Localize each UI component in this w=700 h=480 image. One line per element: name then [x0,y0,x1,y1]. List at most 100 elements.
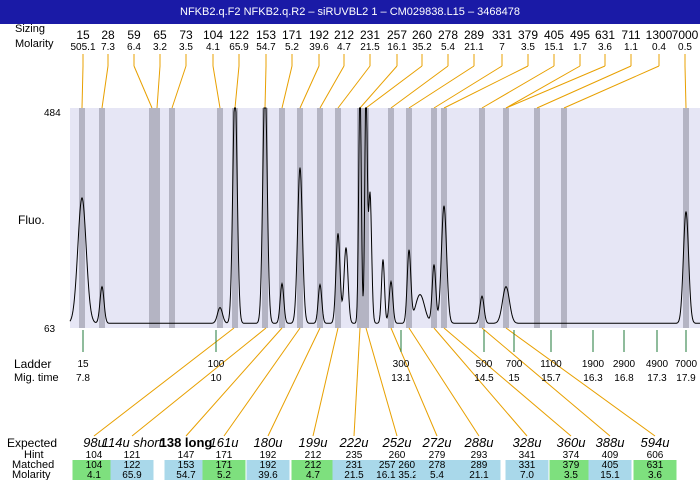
expected-connector [131,327,267,437]
fluo-axis-label: Fluo. [18,213,45,227]
peak-size-label: 65 [153,28,167,42]
peak-band [149,108,155,328]
ladder-size-label: 15 [77,359,89,370]
ladder-size-label: 700 [506,359,523,370]
peak-size-label: 212 [334,28,354,42]
peak-size-label: 122 [229,28,249,42]
expected-connector [433,327,528,437]
expected-connector [390,327,438,437]
peak-molarity-label: 7 [499,42,505,53]
ladder-mig-time-label: 14.5 [474,373,494,384]
matched-cell [415,460,459,480]
peak-molarity-label: 0.4 [652,42,666,53]
matched-label: Matched [12,459,54,471]
matched-cell [549,460,593,480]
ladder-size-label: 7000 [675,359,698,370]
matched-molarity-value: 3.5 [564,470,578,480]
expected-connector [93,327,235,437]
peak-size-label: 260 [412,28,432,42]
ladder-size-label: 1100 [540,359,562,370]
expected-label: 98u [83,435,105,450]
peak-band [406,108,412,328]
peak-connector [536,65,632,109]
peak-connector [505,65,581,109]
peak-size-label: 73 [179,28,193,42]
expected-label: 594u [641,435,670,450]
hint-value: 121 [124,450,141,461]
ladder-size-label: 1900 [582,359,605,370]
peak-band [169,108,175,328]
ladder-mig-time-label: 17.9 [676,373,696,384]
peak-molarity-label: 3.5 [521,42,535,53]
peak-band [335,108,341,328]
peak-connector [359,65,398,109]
peak-size-label: 631 [595,28,615,42]
matched-molarity-value: 4.7 [306,470,320,480]
matched-cell [246,460,290,480]
fluorescence-trace [69,107,700,324]
hint-label: Hint [24,449,44,461]
peak-size-label: 59 [127,28,141,42]
expected-label: 114u short [102,435,164,450]
peak-size-label: 495 [570,28,590,42]
matched-value: 289 [471,460,488,471]
peak-band [297,108,303,328]
expected-connector [505,327,656,437]
peak-molarity-label: 6.4 [127,42,141,53]
expected-label: 388u [596,435,625,450]
peak-band [279,108,285,328]
expected-label: Expected [7,436,57,450]
peak-size-label: 104 [203,28,223,42]
peak-molarity-label: 65.9 [229,42,249,53]
matched-molarity-value: 3.6 [648,470,662,480]
peak-connector [319,65,345,109]
peak-connector [133,65,153,109]
peak-connector [481,65,555,109]
peak-connector [281,65,293,109]
matched-value: 379 [563,460,580,471]
matched-molarity-value: 7.0 [520,470,534,480]
hint-value: 192 [260,450,277,461]
hint-value: 606 [647,450,664,461]
peak-molarity-label: 4.7 [337,42,351,53]
matched-value: 212 [305,460,322,471]
peak-connector [299,65,320,109]
peak-molarity-label: 4.1 [206,42,220,53]
matched-value: 631 [647,460,664,471]
matched-molarity-value: 16.1 35.2 [376,470,418,480]
ladder-size-label: 100 [208,359,225,370]
peak-molarity-label: 39.6 [309,42,329,53]
matched-value: 231 [346,460,363,471]
peak-size-label: 192 [309,28,329,42]
peak-size-label: 278 [438,28,458,42]
peak-size-label: 7000 [672,28,699,42]
matched-cell [633,460,677,480]
peak-molarity-label: 1.7 [573,42,587,53]
peak-size-label: 231 [360,28,380,42]
matched-value: 153 [178,460,195,471]
matched-cell [588,460,632,480]
y-tick-max: 484 [44,108,61,119]
peak-molarity-label: 3.6 [598,42,612,53]
ladder-mig-time-label: 15.7 [541,373,561,384]
peak-molarity-label: 3.5 [179,42,193,53]
peak-molarity-label: 21.5 [360,42,380,53]
window-title: NFKB2.q.F2 NFKB2.q.R2 – siRUVBL2 1 – CM0… [0,0,700,24]
matched-value: 122 [124,460,141,471]
expected-label: 180u [254,435,283,450]
peak-band [154,108,160,328]
peak-connector [156,65,161,109]
expected-label: 288u [464,435,494,450]
ladder-size-label: 4900 [646,359,669,370]
matched-value: 331 [519,460,536,471]
peak-molarity-label: 21.1 [464,42,484,53]
matched-molarity-value: 21.1 [469,470,489,480]
ladder-mig-time-label: 13.1 [391,373,411,384]
ladder-mig-time-label: 17.3 [647,373,667,384]
ladder-label: Ladder [14,357,51,371]
peak-connector [433,65,503,109]
matched-cell [457,460,501,480]
molarity-bottom-label: Molarity [12,469,51,480]
peak-molarity-label: 7.3 [101,42,115,53]
peak-band [99,108,105,328]
